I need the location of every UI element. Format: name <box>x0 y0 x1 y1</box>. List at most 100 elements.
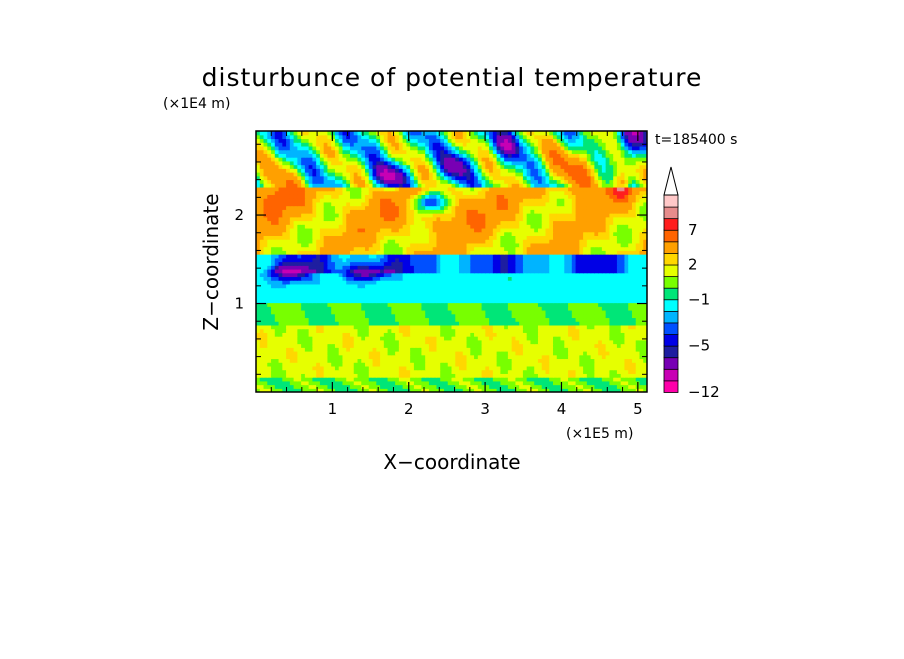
field-cell <box>466 373 471 378</box>
field-cell <box>346 213 351 218</box>
field-cell <box>297 373 302 378</box>
field-cell <box>312 362 317 367</box>
field-cell <box>537 261 543 266</box>
field-cell <box>643 227 647 233</box>
field-cell <box>534 298 539 304</box>
field-cell <box>304 306 310 311</box>
field-cell <box>477 336 483 341</box>
field-cell <box>643 328 647 333</box>
field-cell <box>485 369 490 374</box>
field-cell <box>263 231 268 236</box>
field-cell <box>496 388 501 392</box>
field-cell <box>297 213 302 218</box>
field-cell <box>319 317 325 322</box>
field-cell <box>443 309 449 315</box>
field-cell <box>331 227 336 233</box>
field-cell <box>297 265 302 270</box>
field-cell <box>530 224 535 229</box>
field-cell <box>413 313 419 319</box>
field-cell <box>316 295 321 300</box>
field-cell <box>470 250 475 255</box>
field-cell <box>365 309 370 315</box>
field-cell <box>331 306 336 311</box>
field-cell <box>564 276 569 281</box>
field-cell <box>609 287 614 292</box>
field-cell <box>459 332 464 337</box>
field-cell <box>323 227 329 233</box>
field-cell <box>274 321 280 326</box>
field-cell <box>361 324 366 330</box>
field-cell <box>289 242 295 248</box>
field-cell <box>357 369 362 374</box>
field-cell <box>387 246 392 251</box>
field-cell <box>534 257 539 263</box>
field-cell <box>545 362 550 367</box>
field-cell <box>541 317 547 322</box>
field-cell <box>507 317 513 322</box>
field-cell <box>568 306 573 311</box>
field-cell <box>504 350 509 356</box>
field-cell <box>274 388 280 392</box>
field-cell <box>613 343 618 348</box>
field-cell <box>421 231 426 236</box>
field-cell <box>526 250 532 255</box>
field-cell <box>560 377 565 382</box>
field-cell <box>256 336 261 341</box>
field-cell <box>440 213 445 218</box>
field-cell <box>522 388 528 392</box>
field-cell <box>575 227 580 233</box>
field-cell <box>349 317 355 322</box>
field-cell <box>519 220 524 225</box>
field-cell <box>639 369 644 374</box>
field-cell <box>631 224 637 229</box>
field-cell <box>556 272 562 278</box>
field-cell <box>522 332 528 337</box>
field-cell <box>278 227 283 233</box>
field-cell <box>481 280 486 285</box>
field-cell <box>631 250 637 255</box>
field-cell <box>605 332 610 337</box>
field-cell <box>383 250 389 255</box>
field-cell <box>346 261 351 266</box>
field-cell <box>293 227 298 233</box>
field-cell <box>327 216 332 222</box>
field-cell <box>383 291 389 296</box>
field-cell <box>398 213 404 218</box>
field-cell <box>312 254 317 259</box>
field-cell <box>263 220 268 225</box>
field-cell <box>289 384 295 389</box>
field-cell <box>428 321 434 326</box>
field-cell <box>553 250 558 255</box>
field-cell <box>398 261 404 266</box>
field-cell <box>545 261 550 266</box>
field-cell <box>391 250 396 255</box>
field-cell <box>331 272 336 278</box>
field-cell <box>338 246 344 251</box>
field-cell <box>496 321 501 326</box>
field-cell <box>380 280 385 285</box>
field-cell <box>274 287 280 292</box>
field-cell <box>628 272 633 278</box>
field-cell <box>267 242 272 248</box>
field-cell <box>481 298 486 304</box>
field-cell <box>263 339 268 345</box>
field-cell <box>545 272 550 278</box>
field-cell <box>560 239 565 244</box>
field-cell <box>624 369 629 374</box>
field-cell <box>616 388 622 392</box>
field-cell <box>327 224 332 229</box>
field-cell <box>485 298 490 304</box>
field-cell <box>387 257 392 263</box>
field-cell <box>620 272 626 278</box>
field-cell <box>289 336 295 341</box>
field-cell <box>447 227 453 233</box>
field-cell <box>481 250 486 255</box>
field-cell <box>349 354 355 360</box>
field-cell <box>274 220 280 225</box>
field-cell <box>534 358 539 363</box>
field-cell <box>613 373 618 378</box>
field-cell <box>353 224 359 229</box>
field-cell <box>297 365 302 371</box>
field-cell <box>598 216 603 222</box>
field-cell <box>534 350 539 356</box>
